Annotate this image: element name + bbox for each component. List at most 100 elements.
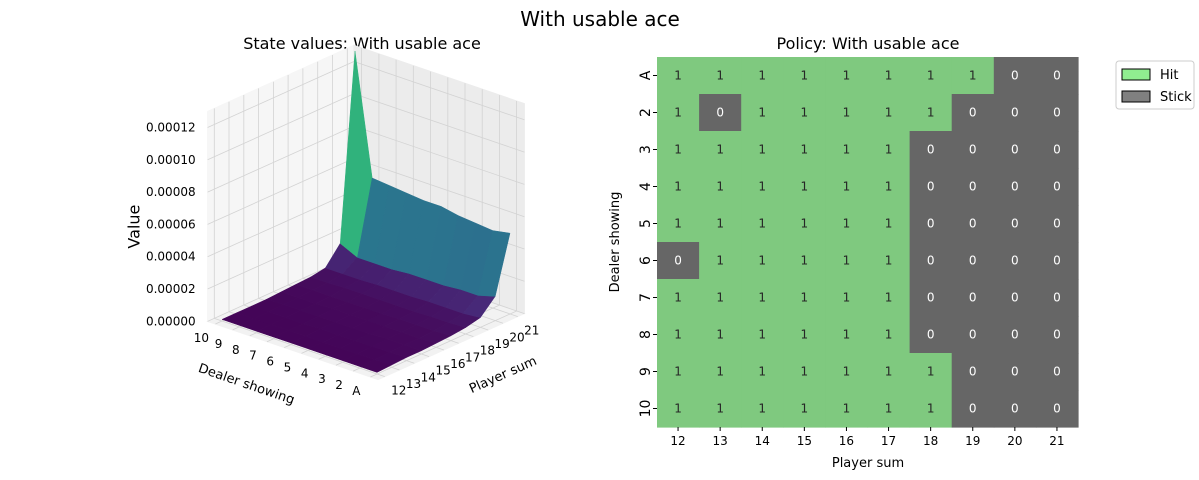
heatmap-y-tick-label: 10 [638,400,654,418]
heatmap-cell-label: 1 [716,69,724,83]
heatmap-cell-label: 1 [674,328,682,342]
surface-player-tick-label: 17 [465,350,480,364]
surface-grid-line [207,222,355,290]
heatmap-cell-label: 0 [969,254,977,268]
heatmap-cell-label: 0 [1053,217,1061,231]
heatmap-cell [699,353,742,391]
heatmap-cell [867,94,911,132]
surface-mesh [221,50,511,373]
heatmap-cell [909,57,953,95]
heatmap-cell [825,57,869,95]
heatmap-cell [783,205,826,243]
heatmap-cell [657,279,700,317]
surface-title: State values: With usable ace [243,34,481,53]
heatmap-cell [1035,131,1079,169]
heatmap-cell-label: 1 [843,402,851,416]
heatmap-cell-label: 0 [927,217,935,231]
heatmap-cell-label: 1 [885,180,893,194]
heatmap-cell-label: 1 [885,291,893,305]
heatmap-cell [741,205,784,243]
heatmap-cell-label: 1 [716,365,724,379]
figure-suptitle: With usable ace [520,7,680,31]
heatmap-cell [699,242,742,280]
heatmap-cell [867,242,911,280]
heatmap-cell-label: 0 [716,106,724,120]
heatmap-cell-label: 0 [1011,402,1019,416]
heatmap-cell-label: 1 [758,291,766,305]
heatmap-cell-label: 0 [1011,69,1019,83]
heatmap-cell-label: 1 [927,365,935,379]
heatmap-cell-label: 1 [885,217,893,231]
heatmap-cell-label: 0 [1011,254,1019,268]
heatmap-cell-label: 1 [716,143,724,157]
heatmap-cell-label: 1 [716,254,724,268]
heatmap-cell [825,94,869,132]
heatmap-cell-label: 0 [1053,254,1061,268]
heatmap-cell-label: 1 [758,217,766,231]
heatmap-cell-label: 1 [674,106,682,120]
heatmap-cell [825,390,869,428]
heatmap-cell [699,279,742,317]
heatmap-x-tick-label: 13 [713,434,728,448]
heatmap-cell-label: 1 [758,143,766,157]
heatmap-cell-label: 1 [843,365,851,379]
surface-player-tick-label: 15 [435,364,450,378]
heatmap-cell [951,205,995,243]
heatmap-cell-label: 1 [843,69,851,83]
heatmap-cell-label: 1 [674,143,682,157]
heatmap-cell-label: 1 [716,328,724,342]
heatmap-cell [741,57,784,95]
heatmap-cell [783,353,826,391]
surface-z-tick-label: 0.00012 [146,121,196,135]
heatmap-cell [825,131,869,169]
heatmap-cell [993,279,1037,317]
surface-grid-line [353,61,525,121]
heatmap-x-ticks: 12 13 14 15 16 17 18 19 20 21 [670,427,1065,448]
heatmap-cell [909,316,953,354]
heatmap-cell [909,131,953,169]
policy-legend: Hit Stick [1115,60,1195,110]
heatmap-cell [951,390,995,428]
heatmap-cell-label: 0 [1053,365,1061,379]
surface-dealer-tick-label: A [352,384,361,398]
heatmap-cell-label: 1 [801,217,809,231]
heatmap-cell-label: 1 [843,180,851,194]
heatmap-cell-label: 0 [1011,180,1019,194]
surface-player-tick-label: 18 [480,344,495,358]
heatmap-cell-label: 0 [1011,328,1019,342]
heatmap-cell-label: 0 [1011,143,1019,157]
surface-dealer-tick-label: 6 [266,355,274,369]
heatmap-cell [783,390,826,428]
heatmap-cell-label: 0 [1011,291,1019,305]
legend-hit-swatch [1121,68,1151,81]
heatmap-cell [825,279,869,317]
heatmap-cell [783,168,826,206]
heatmap-cell-label: 1 [885,365,893,379]
heatmap-x-tick-label: 15 [797,434,812,448]
heatmap-cell-label: 1 [843,328,851,342]
heatmap-cell [909,94,953,132]
surface-dealer-tick-label: 3 [318,372,326,386]
heatmap-cell [699,131,742,169]
heatmap-cell [951,168,995,206]
surface-player-tick-label: 20 [509,330,524,344]
surface-z-tick-label: 0.00010 [146,153,196,167]
legend-stick-swatch [1121,90,1151,103]
surface-ylabel: Dealer showing [196,361,296,408]
heatmap-cell [657,131,700,169]
heatmap-cell [993,131,1037,169]
heatmap-cell-label: 1 [758,365,766,379]
surface-grid-line [353,125,525,185]
heatmap-cell [825,205,869,243]
heatmap-cell [741,316,784,354]
heatmap-cell [993,316,1037,354]
heatmap-cell [825,316,869,354]
heatmap-cell-label: 1 [716,180,724,194]
surface-grid-line [207,61,355,128]
heatmap-cell [657,390,700,428]
surface-dealer-tick-label: 9 [215,337,223,351]
surface-grid-line [353,93,525,153]
heatmap-cell [783,57,826,95]
legend-hit-label: Hit [1160,68,1178,83]
